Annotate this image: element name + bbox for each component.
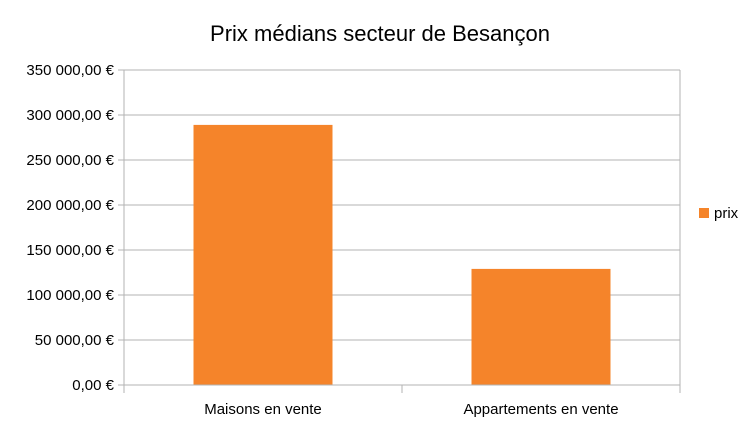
y-tick-label: 300 000,00 € [26, 107, 114, 124]
x-tick-label: Maisons en vente [204, 401, 322, 418]
y-tick-label: 150 000,00 € [26, 242, 114, 259]
legend: prix [699, 205, 739, 222]
legend-label-prix: prix [714, 205, 739, 222]
axes: 0,00 € 50 000,00 € 100 000,00 € 150 000,00 … [26, 62, 681, 418]
y-tick-label: 0,00 € [72, 377, 114, 394]
y-tick-label: 200 000,00 € [26, 197, 114, 214]
chart-title: Prix médians secteur de Besançon [210, 21, 550, 46]
y-tick-label: 350 000,00 € [26, 62, 114, 79]
y-tick-label: 50 000,00 € [35, 332, 115, 349]
y-tick-label: 100 000,00 € [26, 287, 114, 304]
legend-swatch-prix [699, 208, 709, 218]
bars [193, 124, 611, 386]
x-tick-label: Appartements en vente [463, 401, 618, 418]
y-tick-label: 250 000,00 € [26, 152, 114, 169]
bar [471, 268, 611, 385]
bar [193, 124, 333, 386]
